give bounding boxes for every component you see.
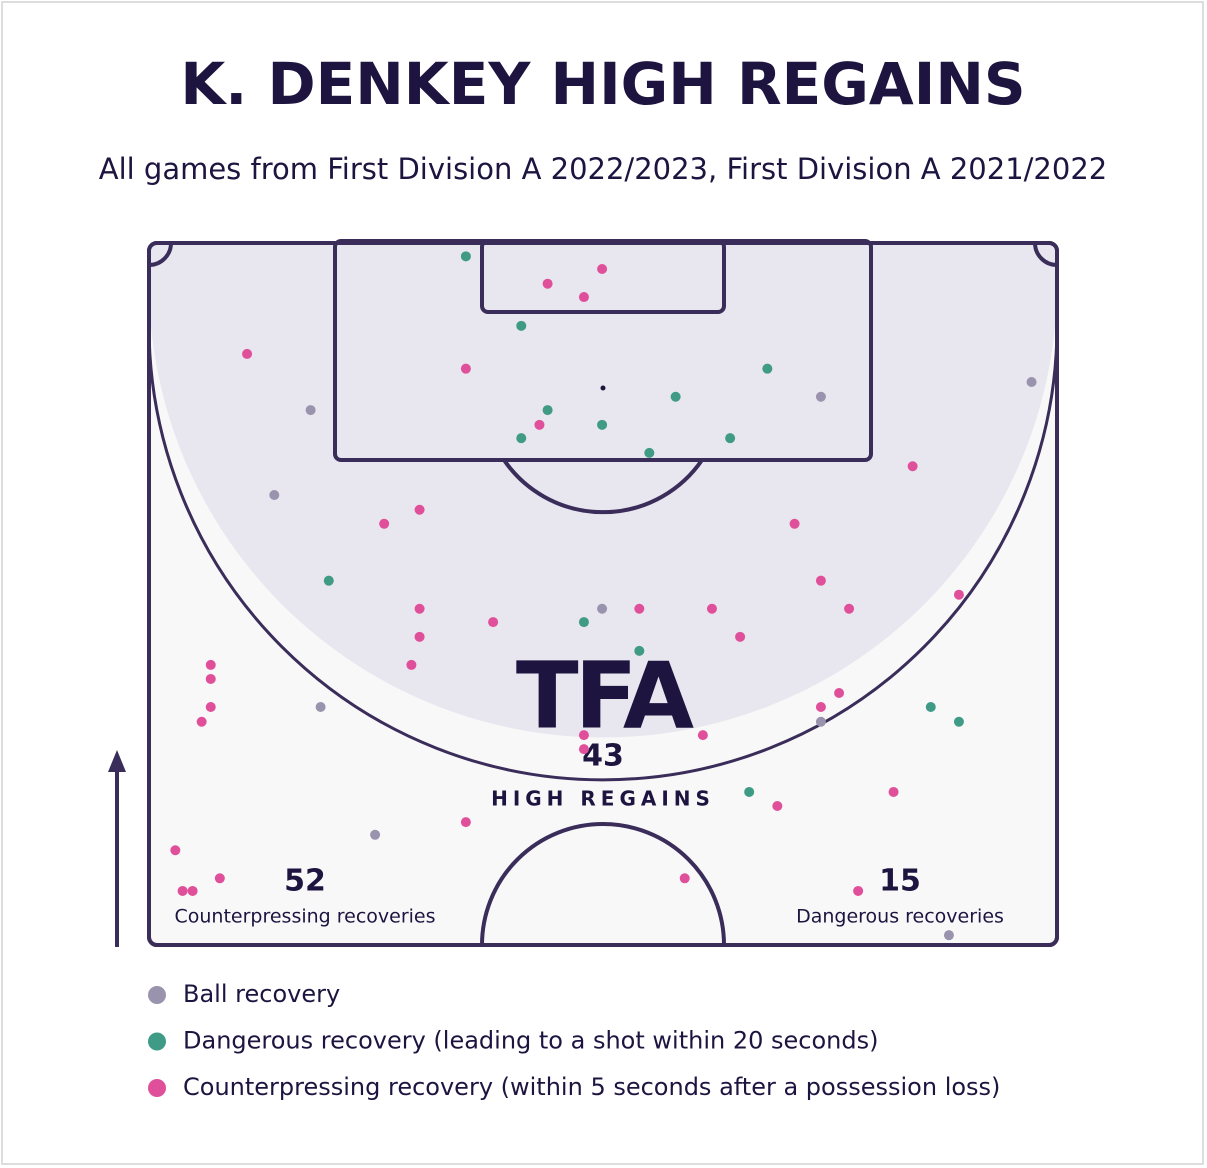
point <box>315 702 326 713</box>
point <box>789 518 800 529</box>
point <box>414 603 425 614</box>
point <box>597 603 608 614</box>
legend-swatch <box>148 1079 166 1097</box>
total-label: HIGH REGAINS <box>491 787 715 811</box>
point <box>644 447 655 458</box>
point <box>170 845 181 856</box>
point <box>370 829 381 840</box>
point <box>187 885 198 896</box>
penalty-spot <box>600 385 606 391</box>
point <box>815 716 826 727</box>
point <box>925 702 936 713</box>
point <box>1026 376 1037 387</box>
point <box>406 659 417 670</box>
point <box>516 320 527 331</box>
point <box>634 645 645 656</box>
point <box>725 433 736 444</box>
stat-value: 15 <box>879 864 921 899</box>
point <box>242 348 253 359</box>
point <box>205 659 216 670</box>
point <box>414 631 425 642</box>
chart-subtitle: All games from First Division A 2022/202… <box>99 152 1108 186</box>
stat-value: 52 <box>284 864 326 899</box>
point <box>853 885 864 896</box>
point <box>534 419 545 430</box>
legend-swatch <box>148 1032 166 1051</box>
watermark: TFA <box>516 642 694 749</box>
point <box>460 363 471 374</box>
point <box>323 575 334 586</box>
point <box>953 716 964 727</box>
legend-label: Dangerous recovery (leading to a shot wi… <box>183 1027 878 1055</box>
point <box>762 363 773 374</box>
legend-swatch <box>148 986 166 1004</box>
point <box>953 589 964 600</box>
point <box>888 786 899 797</box>
point <box>744 786 755 797</box>
high-zone <box>151 245 1055 738</box>
point <box>379 518 390 529</box>
point <box>907 461 918 472</box>
stat-label: Counterpressing recoveries <box>174 906 435 928</box>
total-value: 43 <box>582 739 624 774</box>
point <box>578 292 589 303</box>
point <box>542 405 553 416</box>
point <box>815 575 826 586</box>
point <box>844 603 855 614</box>
point <box>578 730 589 741</box>
point <box>414 504 425 515</box>
point <box>943 930 954 941</box>
center-circle <box>480 822 726 946</box>
point <box>488 617 499 628</box>
corner-arc <box>148 242 173 267</box>
point <box>214 873 225 884</box>
point <box>205 702 216 713</box>
point <box>697 730 708 741</box>
point <box>735 631 746 642</box>
legend-label: Ball recovery <box>183 980 340 1008</box>
point <box>670 391 681 402</box>
high-zone-edge <box>147 325 1059 782</box>
point <box>578 744 589 755</box>
point <box>815 702 826 713</box>
point <box>772 801 783 812</box>
point <box>205 673 216 684</box>
stat-label: Dangerous recoveries <box>796 906 1004 928</box>
pitch <box>147 239 1059 947</box>
point <box>634 603 645 614</box>
point <box>196 716 207 727</box>
legend-label: Counterpressing recovery (within 5 secon… <box>183 1073 1000 1101</box>
point <box>597 263 608 274</box>
point <box>578 617 589 628</box>
pitch-outline <box>147 241 1059 947</box>
point <box>542 278 553 289</box>
arrow-head <box>108 750 126 772</box>
point <box>460 817 471 828</box>
point <box>305 405 316 416</box>
point <box>679 873 690 884</box>
point <box>706 603 717 614</box>
point <box>597 419 608 430</box>
corner-arc <box>1033 242 1058 267</box>
point <box>177 885 188 896</box>
chart-title: K. DENKEY HIGH REGAINS <box>180 50 1025 118</box>
point <box>516 433 527 444</box>
penalty-arc <box>502 458 704 515</box>
point <box>460 251 471 262</box>
point <box>815 391 826 402</box>
point <box>269 490 280 501</box>
point <box>834 687 845 698</box>
